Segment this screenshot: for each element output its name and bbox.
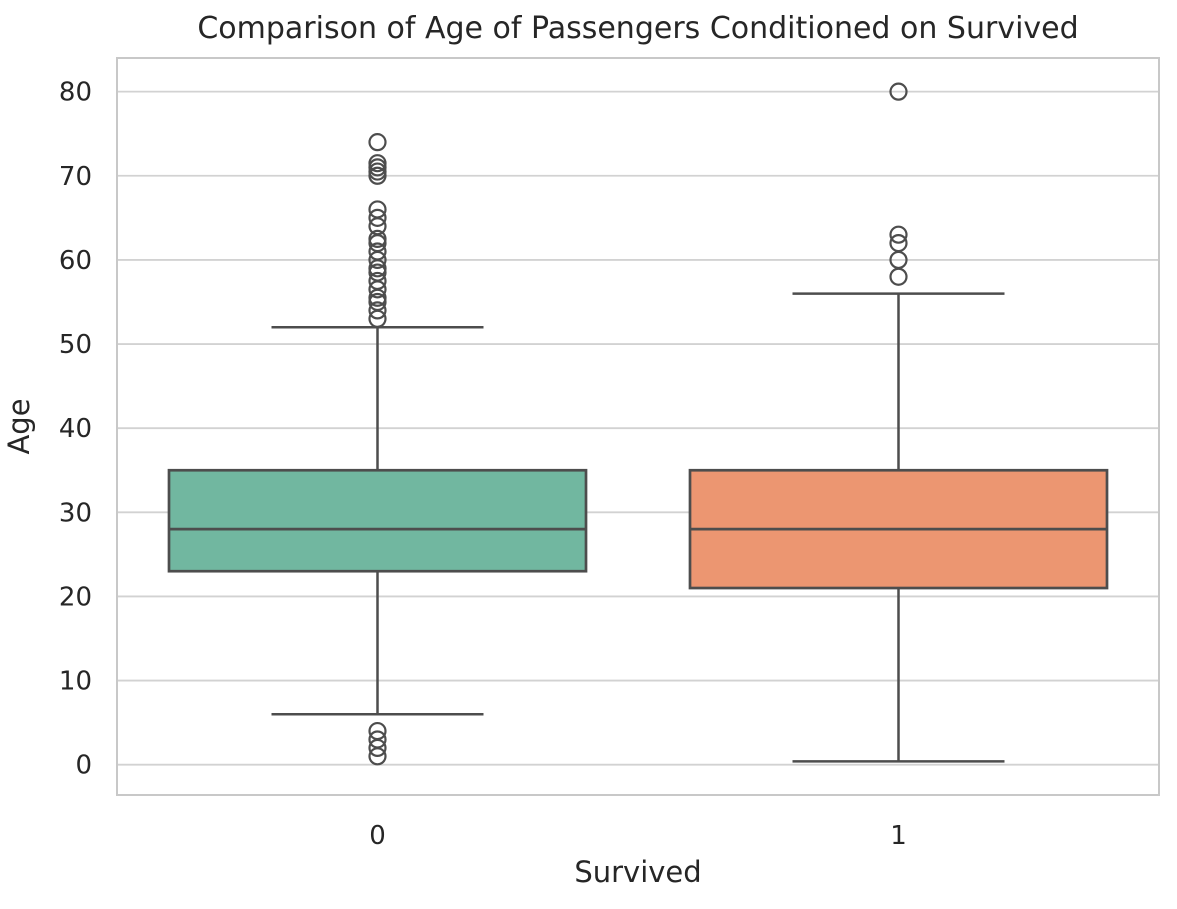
boxplot-survived-0	[167, 133, 588, 766]
x-tick-label-1: 1	[890, 821, 907, 851]
outlier-point	[889, 225, 908, 244]
y-tick-label-20: 20	[59, 582, 92, 612]
y-axis-label: Age	[2, 398, 36, 454]
y-tick-label-30: 30	[59, 498, 92, 528]
boxplot-survived-1	[688, 82, 1109, 763]
outlier-point	[368, 738, 387, 757]
x-tick-label-0: 0	[369, 821, 386, 851]
plot-background	[117, 58, 1159, 795]
chart-title: Comparison of Age of Passengers Conditio…	[197, 11, 1078, 46]
outlier-point	[368, 166, 387, 185]
outlier-point	[368, 280, 387, 299]
outlier-point	[889, 267, 908, 286]
outlier-point	[368, 301, 387, 320]
outlier-point	[368, 747, 387, 766]
outlier-point	[368, 133, 387, 152]
y-tick-label-10: 10	[59, 667, 92, 697]
y-tick-label-80: 80	[59, 78, 92, 108]
y-tick-label-60: 60	[59, 246, 92, 276]
y-tick-label-70: 70	[59, 162, 92, 192]
outlier-point	[368, 250, 387, 270]
x-axis-label: Survived	[574, 855, 701, 889]
iqr-box	[167, 468, 588, 573]
y-tick-label-0: 0	[75, 751, 92, 781]
y-tick-label-40: 40	[59, 414, 92, 444]
outlier-point	[889, 82, 908, 101]
y-tick-label-50: 50	[59, 330, 92, 360]
plot-border	[116, 57, 1160, 796]
outlier-point	[368, 309, 387, 328]
outlier-point	[368, 208, 387, 227]
